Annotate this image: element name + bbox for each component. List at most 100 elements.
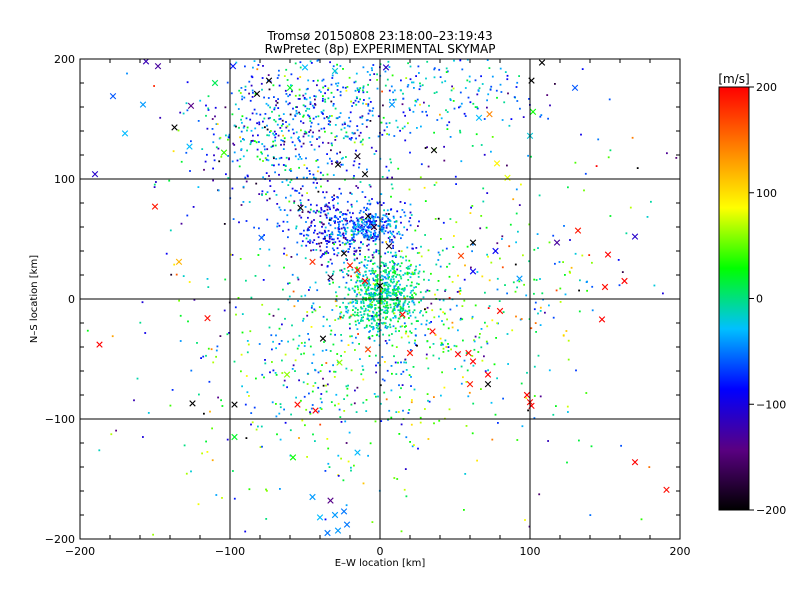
scatter-dot (385, 284, 388, 286)
scatter-dot (355, 103, 358, 106)
scatter-dot (305, 98, 308, 101)
scatter-dot (144, 332, 147, 334)
scatter-dot (383, 265, 386, 267)
scatter-dot (362, 230, 364, 233)
scatter-dot (374, 286, 376, 289)
scatter-dot (345, 230, 347, 233)
scatter-dot (342, 249, 344, 252)
scatter-dot (188, 281, 191, 283)
scatter-dot (327, 252, 330, 254)
scatter-cross (604, 251, 612, 258)
scatter-dot (325, 204, 328, 207)
scatter-dot (153, 85, 155, 87)
scatter-dot (311, 390, 314, 393)
scatter-dot (456, 291, 459, 293)
scatter-dot (220, 155, 223, 158)
scatter-dot (86, 329, 89, 332)
scatter-dot (465, 381, 468, 383)
scatter-dot (396, 232, 399, 235)
scatter-dot (393, 135, 396, 137)
scatter-dot (425, 319, 428, 322)
scatter-dot (405, 495, 408, 498)
scatter-dot (473, 348, 476, 351)
axis-ticks (79, 58, 681, 540)
scatter-dot (285, 126, 288, 129)
scatter-dot (361, 216, 364, 219)
scatter-dot (397, 309, 400, 312)
scatter-dot (356, 314, 358, 316)
scatter-dot (356, 276, 359, 279)
scatter-dot (324, 130, 326, 133)
scatter-dot (372, 297, 375, 300)
scatter-dot (365, 297, 367, 299)
scatter-dot (475, 133, 478, 136)
scatter-dot (303, 395, 306, 398)
scatter-dot (354, 311, 356, 314)
scatter-dot (262, 120, 264, 123)
scatter-dot (294, 62, 297, 65)
scatter-dot (389, 158, 392, 161)
scatter-dot (302, 122, 305, 124)
scatter-dot (401, 234, 404, 236)
scatter-dot (403, 211, 406, 214)
scatter-dot (369, 101, 372, 103)
scatter-dot (136, 377, 139, 380)
scatter-dot (538, 493, 541, 496)
scatter-dot (240, 87, 243, 89)
scatter-dot (650, 200, 652, 203)
scatter-dot (374, 279, 377, 282)
scatter-dot (207, 95, 210, 98)
scatter-dot (533, 365, 536, 368)
scatter-dot (375, 364, 377, 367)
scatter-dot (414, 229, 417, 232)
scatter-dot (397, 286, 400, 288)
scatter-dot (306, 107, 309, 110)
scatter-dot (278, 173, 280, 176)
scatter-dot (597, 138, 600, 141)
scatter-dot (377, 234, 380, 236)
scatter-dot (513, 96, 516, 98)
scatter-dot (257, 134, 259, 137)
scatter-dot (230, 92, 233, 95)
scatter-dot (414, 339, 416, 342)
scatter-dot (397, 303, 400, 306)
scatter-dot (303, 97, 306, 99)
scatter-dot (675, 157, 678, 159)
scatter-dot (240, 140, 242, 143)
scatter-dot (362, 284, 365, 287)
scatter-dot (501, 266, 504, 269)
scatter-dot (471, 205, 474, 207)
scatter-dot (326, 180, 329, 182)
scatter-dot (400, 237, 402, 240)
scatter-dot (446, 111, 449, 113)
scatter-dot (362, 211, 365, 213)
scatter-dot (284, 421, 287, 424)
scatter-dot (352, 239, 355, 241)
scatter-dot (276, 222, 279, 225)
scatter-dot (517, 230, 519, 233)
scatter-dot (382, 202, 385, 204)
scatter-dot (555, 289, 558, 292)
scatter-dot (319, 397, 322, 400)
scatter-dot (491, 136, 494, 138)
scatter-dot (333, 253, 336, 256)
scatter-dot (314, 103, 316, 105)
scatter-dot (344, 219, 347, 222)
scatter-dot (349, 111, 352, 114)
scatter-dot (368, 137, 371, 139)
scatter-dot (358, 134, 361, 137)
scatter-dot (274, 171, 276, 174)
scatter-dot (383, 263, 385, 266)
scatter-dot (471, 355, 474, 357)
scatter-dot (227, 136, 230, 139)
scatter-dot (320, 208, 323, 211)
scatter-dot (449, 98, 452, 100)
scatter-dot (494, 413, 497, 416)
scatter-dot (310, 249, 312, 252)
scatter-dot (280, 156, 283, 159)
scatter-dot (424, 308, 426, 311)
scatter-dot (393, 254, 396, 257)
scatter-dot (358, 276, 360, 279)
scatter-dot (433, 396, 435, 398)
scatter-dot (428, 400, 431, 403)
